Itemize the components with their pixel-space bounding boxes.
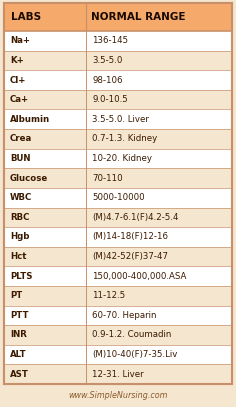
Text: 0.9-1.2. Coumadin: 0.9-1.2. Coumadin — [92, 330, 171, 339]
Bar — [4, 129, 232, 149]
Text: BUN: BUN — [10, 154, 30, 163]
Text: NORMAL RANGE: NORMAL RANGE — [91, 12, 185, 22]
Text: 0.7-1.3. Kidney: 0.7-1.3. Kidney — [92, 134, 157, 143]
Text: 3.5-5.0. Liver: 3.5-5.0. Liver — [92, 115, 149, 124]
Bar — [4, 364, 232, 384]
Text: 9.0-10.5: 9.0-10.5 — [92, 95, 128, 104]
Text: (M)4.7-6.1(F)4.2-5.4: (M)4.7-6.1(F)4.2-5.4 — [92, 213, 179, 222]
Bar — [4, 227, 232, 247]
Text: 10-20. Kidney: 10-20. Kidney — [92, 154, 152, 163]
Text: Na+: Na+ — [10, 36, 30, 45]
Text: Cl+: Cl+ — [10, 76, 26, 85]
Text: WBC: WBC — [10, 193, 32, 202]
Bar — [4, 286, 232, 306]
Bar — [4, 266, 232, 286]
Text: 11-12.5: 11-12.5 — [92, 291, 125, 300]
Bar — [4, 208, 232, 227]
Text: Albumin: Albumin — [10, 115, 50, 124]
Text: 98-106: 98-106 — [92, 76, 122, 85]
Text: K+: K+ — [10, 56, 24, 65]
Bar — [4, 325, 232, 345]
Text: www.SimpleNursing.com: www.SimpleNursing.com — [68, 390, 168, 400]
Text: ALT: ALT — [10, 350, 26, 359]
Text: PT: PT — [10, 291, 22, 300]
Bar — [4, 345, 232, 364]
Text: Hgb: Hgb — [10, 232, 30, 241]
Text: LABS: LABS — [11, 12, 41, 22]
Text: Crea: Crea — [10, 134, 32, 143]
Text: 3.5-5.0: 3.5-5.0 — [92, 56, 122, 65]
Bar — [4, 109, 232, 129]
Text: 70-110: 70-110 — [92, 173, 123, 183]
Text: (M)42-52(F)37-47: (M)42-52(F)37-47 — [92, 252, 168, 261]
Bar — [4, 188, 232, 208]
Text: Hct: Hct — [10, 252, 26, 261]
Text: PLTS: PLTS — [10, 271, 32, 281]
Text: (M)10-40(F)7-35.Liv: (M)10-40(F)7-35.Liv — [92, 350, 177, 359]
Bar — [4, 306, 232, 325]
Text: 150,000-400,000.ASA: 150,000-400,000.ASA — [92, 271, 186, 281]
Bar — [4, 50, 232, 70]
Text: PTT: PTT — [10, 311, 28, 320]
Text: AST: AST — [10, 370, 29, 379]
Text: INR: INR — [10, 330, 27, 339]
Text: (M)14-18(F)12-16: (M)14-18(F)12-16 — [92, 232, 168, 241]
Text: Ca+: Ca+ — [10, 95, 29, 104]
Text: 136-145: 136-145 — [92, 36, 128, 45]
Bar — [4, 149, 232, 168]
Text: 5000-10000: 5000-10000 — [92, 193, 145, 202]
Bar — [4, 168, 232, 188]
Bar — [4, 31, 232, 50]
Bar — [4, 247, 232, 266]
Bar — [4, 90, 232, 109]
Text: Glucose: Glucose — [10, 173, 48, 183]
Bar — [4, 70, 232, 90]
Text: 12-31. Liver: 12-31. Liver — [92, 370, 144, 379]
Text: 60-70. Heparin: 60-70. Heparin — [92, 311, 156, 320]
Bar — [4, 3, 232, 31]
Text: RBC: RBC — [10, 213, 29, 222]
